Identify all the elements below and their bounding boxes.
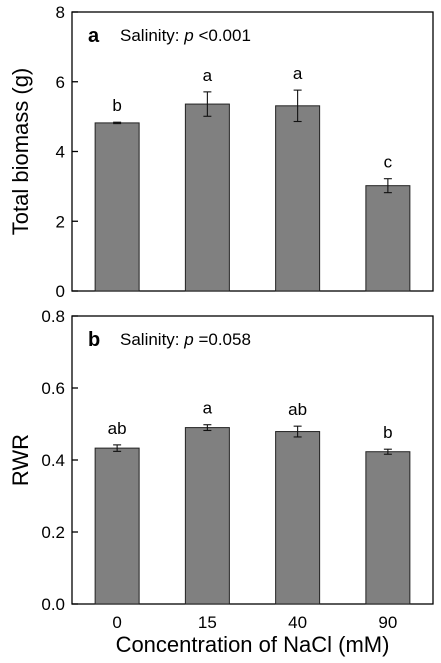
x-tick-label-b-1: 15	[198, 613, 217, 632]
stat-annotation-prefix: Salinity:	[120, 330, 184, 349]
significance-letter-a-1: a	[203, 66, 213, 85]
x-tick-label-b-0: 0	[112, 613, 121, 632]
bar-a-1	[184, 103, 230, 292]
stat-annotation-value: =0.058	[194, 330, 251, 349]
panel-letter-a: a	[88, 25, 100, 47]
y-tick-label-b-2: 0.4	[41, 451, 65, 470]
panel-letter-b: b	[88, 329, 100, 351]
stat-annotation-a: Salinity: p <0.001	[120, 26, 251, 45]
bar-b-2	[275, 431, 321, 605]
bar-a-2	[275, 105, 321, 292]
significance-letter-a-3: c	[384, 153, 393, 172]
x-tick-label-b-2: 40	[288, 613, 307, 632]
y-tick-label-b-1: 0.2	[41, 523, 65, 542]
significance-letter-b-2: ab	[288, 400, 307, 419]
y-tick-label-a-2: 4	[56, 143, 65, 162]
stat-annotation-p: p	[183, 26, 193, 45]
y-axis-title-b: RWR	[8, 434, 33, 486]
bar-a-0	[94, 122, 140, 292]
significance-letter-b-3: b	[383, 423, 392, 442]
bar-a-3	[365, 185, 411, 292]
stat-annotation-value: <0.001	[194, 26, 251, 45]
x-axis-title: Concentration of NaCl (mM)	[116, 632, 390, 657]
y-tick-label-a-1: 2	[56, 212, 65, 231]
y-axis-title-a: Total biomass (g)	[8, 68, 33, 236]
bar-b-1	[184, 427, 230, 605]
y-tick-label-a-3: 6	[56, 73, 65, 92]
x-tick-label-b-3: 90	[378, 613, 397, 632]
significance-letter-b-0: ab	[108, 419, 127, 438]
stat-annotation-b: Salinity: p =0.058	[120, 330, 251, 349]
bar-b-3	[365, 451, 411, 605]
significance-letter-a-0: b	[112, 96, 121, 115]
stat-annotation-prefix: Salinity:	[120, 26, 184, 45]
stat-annotation-p: p	[183, 330, 193, 349]
y-tick-label-b-3: 0.6	[41, 379, 65, 398]
significance-letter-b-1: a	[203, 399, 213, 418]
bar-b-0	[94, 447, 140, 605]
y-tick-label-a-0: 0	[56, 282, 65, 301]
y-tick-label-a-4: 8	[56, 3, 65, 22]
significance-letter-a-2: a	[293, 64, 303, 83]
y-tick-label-b-4: 0.8	[41, 307, 65, 326]
y-tick-label-b-0: 0.0	[41, 595, 65, 614]
